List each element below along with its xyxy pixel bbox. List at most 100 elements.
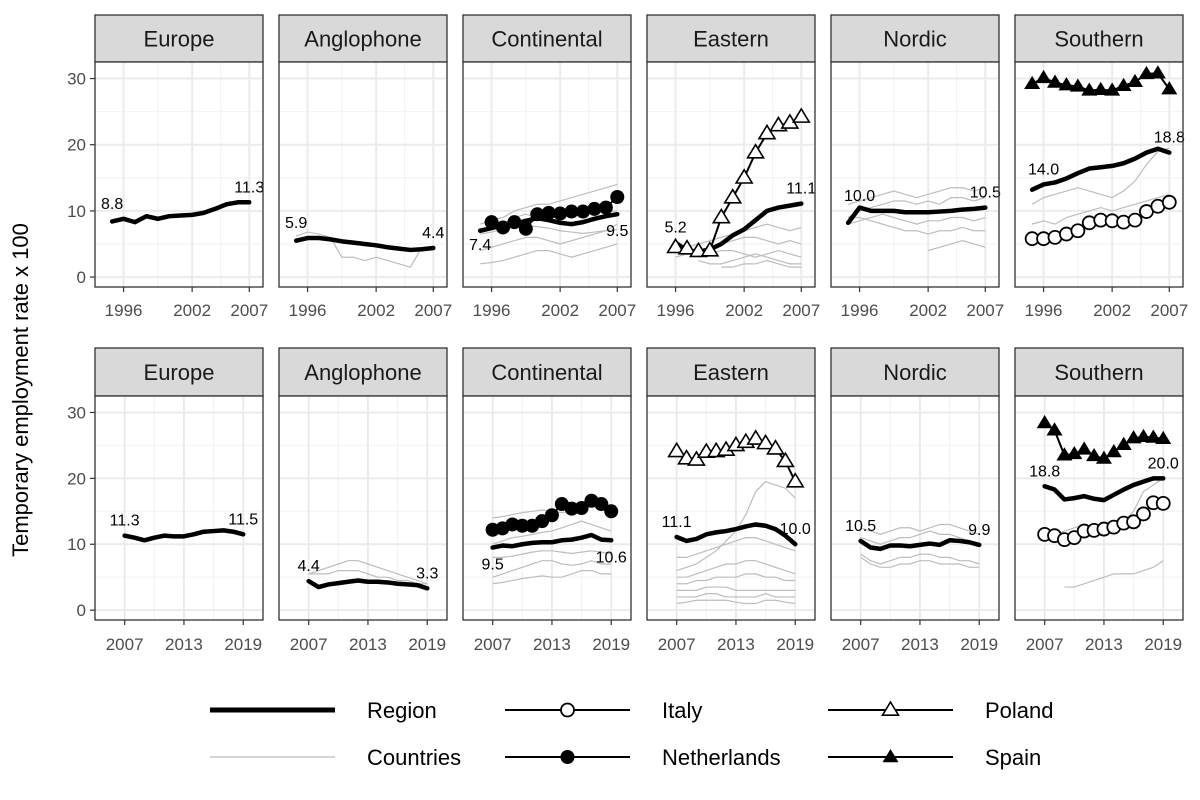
facet-strip xyxy=(646,14,816,63)
x-tick-label: 2019 xyxy=(776,635,814,654)
region-line xyxy=(674,522,798,547)
poland-marker xyxy=(734,168,754,184)
region-line xyxy=(845,205,988,226)
region-line xyxy=(1042,476,1166,503)
value-label: 8.8 xyxy=(101,196,123,213)
legend: Region Italy Poland Countries Netherlands Spa… xyxy=(210,698,1054,770)
facet-strip-label: Eastern xyxy=(693,360,769,385)
country-line xyxy=(860,523,980,535)
spain-marker xyxy=(1086,447,1103,462)
region-line xyxy=(293,235,436,253)
poland-marker xyxy=(677,239,697,255)
netherlands-marker xyxy=(610,190,625,204)
facet-strip-label: Southern xyxy=(1054,360,1143,385)
facet-panel: Europe 8.8 11.3 1996 2002 2007 0 10 20 30 xyxy=(67,14,268,320)
country-line xyxy=(1031,193,1170,225)
legend-key-netherlands xyxy=(505,750,630,764)
x-tick-label: 2007 xyxy=(598,301,636,320)
country-line xyxy=(479,223,618,252)
country-line xyxy=(676,537,796,559)
y-tick-label: 20 xyxy=(67,469,86,488)
italy-marker xyxy=(1161,194,1177,210)
netherlands-marker xyxy=(484,215,499,230)
poland-marker xyxy=(689,241,708,258)
poland-marker xyxy=(746,143,765,159)
facet-strip-label: Nordic xyxy=(883,27,947,52)
x-tick-label: 2013 xyxy=(349,635,387,654)
region-line xyxy=(1029,146,1172,192)
netherlands-marker xyxy=(598,200,613,215)
country-line xyxy=(308,560,428,585)
y-tick-label: 0 xyxy=(77,601,86,620)
italy-legend-marker xyxy=(560,702,575,718)
spain-marker xyxy=(1058,77,1075,91)
facet-strip-label: Europe xyxy=(144,360,215,385)
facet-panel: Eastern 5.2 11.1 1996 2002 2007 xyxy=(646,14,820,320)
spain-marker xyxy=(1095,450,1112,464)
x-tick-label: 2013 xyxy=(717,635,755,654)
country-line xyxy=(1064,560,1164,588)
country-line xyxy=(492,569,612,585)
legend-label: Spain xyxy=(985,745,1041,770)
x-tick-label: 2007 xyxy=(1026,635,1064,654)
poland-marker xyxy=(667,441,687,458)
facet-panel: Eastern 11.1 10.0 2007 2013 2019 xyxy=(646,347,816,654)
value-label: 3.3 xyxy=(416,565,438,582)
facet-strip-label: Anglophone xyxy=(304,360,421,385)
x-tick-label: 2002 xyxy=(1093,301,1131,320)
value-label: 11.5 xyxy=(228,511,258,528)
x-tick-label: 2013 xyxy=(1085,635,1123,654)
y-tick-label: 20 xyxy=(67,136,86,155)
x-tick-label: 2002 xyxy=(725,301,763,320)
netherlands-marker xyxy=(515,518,530,533)
italy-marker xyxy=(1155,495,1171,511)
facet-strip-label: Anglophone xyxy=(304,27,421,52)
spain-marker xyxy=(1115,436,1132,450)
y-axis-title: Temporary employment rate x 100 xyxy=(8,223,33,557)
poland-marker xyxy=(666,237,685,254)
spain-marker xyxy=(1105,444,1122,458)
netherlands-marker xyxy=(587,201,602,216)
country-line xyxy=(676,593,796,598)
plot-area xyxy=(647,396,815,620)
plot-area xyxy=(831,62,999,287)
poland-marker xyxy=(757,123,777,140)
legend-label: Netherlands xyxy=(662,745,781,770)
country-line xyxy=(848,216,986,235)
legend-label: Italy xyxy=(662,698,702,723)
spain-marker xyxy=(1035,69,1052,84)
x-tick-label: 1996 xyxy=(473,301,511,320)
country-line xyxy=(860,530,980,545)
poland-marker xyxy=(700,241,720,257)
x-tick-label: 2007 xyxy=(966,301,1004,320)
panel-border xyxy=(830,395,1000,621)
x-tick-label: 2013 xyxy=(165,635,203,654)
plot-area xyxy=(279,62,447,287)
region-line xyxy=(122,528,246,543)
italy-marker xyxy=(1066,530,1082,546)
panel-border xyxy=(278,395,448,621)
facet-strip-label: Southern xyxy=(1054,27,1143,52)
legend-label: Countries xyxy=(367,745,461,770)
y-tick-label: 10 xyxy=(67,535,86,554)
netherlands-marker xyxy=(553,206,568,221)
x-tick-label: 1996 xyxy=(657,301,695,320)
facet-panel: Continental 7.4 9.5 1996 2002 2007 xyxy=(462,14,636,320)
x-tick-label: 2013 xyxy=(901,635,939,654)
panel-border xyxy=(1014,395,1184,621)
value-label: 7.4 xyxy=(469,237,491,254)
panel-border xyxy=(462,395,632,621)
value-label: 10.5 xyxy=(970,185,1001,202)
panel-border xyxy=(94,395,264,621)
netherlands-marker xyxy=(507,215,522,230)
region-line xyxy=(109,200,252,225)
panel-border xyxy=(646,395,816,621)
panels-layer: Europe 8.8 11.3 1996 2002 2007 0 10 20 30 Anglopho… xyxy=(67,14,1188,654)
facet-strip xyxy=(830,14,1000,63)
facet-strip xyxy=(1014,14,1184,63)
country-line xyxy=(847,213,986,225)
x-tick-label: 2007 xyxy=(106,635,144,654)
x-tick-label: 2019 xyxy=(960,635,998,654)
spain-marker xyxy=(1127,73,1143,88)
